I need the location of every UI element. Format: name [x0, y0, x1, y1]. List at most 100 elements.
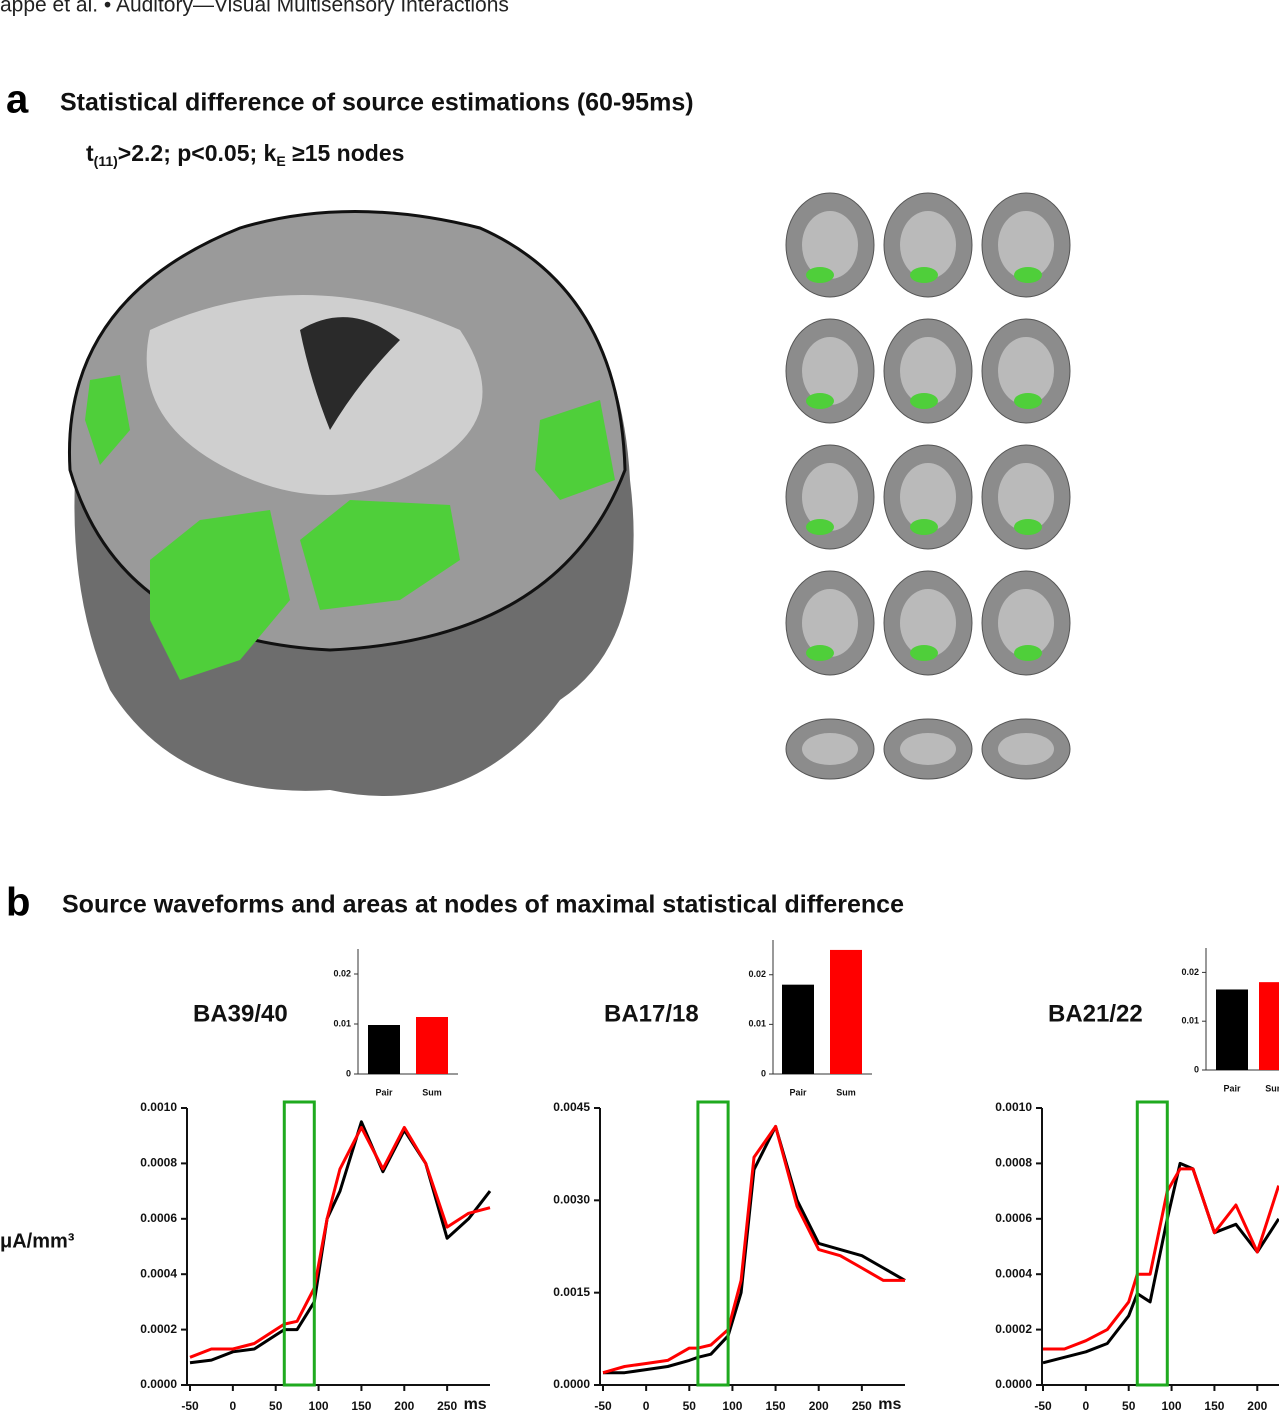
x-tick-label: 200 [1247, 1399, 1267, 1413]
x-tick-label: 250 [437, 1399, 457, 1413]
x-tick-label: 250 [852, 1399, 872, 1413]
x-tick-label: Sum [836, 1087, 856, 1097]
y-tick-label: 0 [761, 1068, 766, 1078]
y-tick-label: 0.0006 [140, 1211, 177, 1225]
bar [1216, 989, 1248, 1070]
waveform [1042, 1161, 1279, 1365]
activation [1014, 393, 1042, 409]
analysis-window [1135, 1100, 1169, 1387]
activation [806, 267, 834, 283]
y-tick-label: 0.0030 [553, 1193, 590, 1207]
y-tick-label: 0.0008 [995, 1156, 1032, 1170]
x-tick-label: 50 [1122, 1399, 1136, 1413]
y-tick-label: 0.0045 [553, 1100, 590, 1114]
brain-slice-inner [900, 733, 956, 765]
activation [1014, 267, 1042, 283]
panel-letter: a [6, 78, 29, 122]
x-tick-label: 0 [1083, 1399, 1090, 1413]
y-tick-label: 0 [346, 1068, 351, 1078]
y-tick-label: 0 [1194, 1064, 1199, 1074]
brain-render [67, 210, 634, 796]
analysis-window [282, 1100, 316, 1387]
brain-slice-inner [802, 211, 858, 279]
waveform [603, 1125, 906, 1375]
y-tick-label: 0.0010 [140, 1100, 177, 1114]
activation [1014, 519, 1042, 535]
y-tick-label: 0.0010 [995, 1100, 1032, 1114]
subtitle-part: t [86, 140, 94, 166]
x-tick-label: 200 [809, 1399, 829, 1413]
y-tick-label: 0.01 [333, 1018, 351, 1028]
y-tick-label: 0.0004 [995, 1266, 1032, 1280]
x-tick-label: 100 [722, 1399, 742, 1413]
x-tick-label: -50 [1034, 1399, 1052, 1413]
x-tick-label: 0 [643, 1399, 650, 1413]
activation [806, 519, 834, 535]
y-tick-label: 0.01 [1181, 1016, 1199, 1026]
activation [1014, 645, 1042, 661]
y-tick-label: 0.02 [748, 969, 766, 979]
y-tick-label: 0.0006 [995, 1211, 1032, 1225]
brain-slice-inner [900, 463, 956, 531]
waveform [189, 1125, 491, 1359]
panel-letter: b [6, 881, 30, 925]
activation [910, 393, 938, 409]
bar [782, 984, 814, 1074]
y-tick-label: 0.0004 [140, 1266, 177, 1280]
panel-subtitle: t(11)>2.2; p<0.05; kE ≥15 nodes [86, 140, 404, 169]
chart-title: BA17/18 [604, 1000, 699, 1027]
subtitle-sub: (11) [94, 153, 118, 169]
brain-slice-inner [802, 589, 858, 657]
brain-slice-inner [998, 589, 1054, 657]
x-tick-label: Pair [375, 1087, 393, 1097]
subtitle-sub: E [276, 153, 285, 169]
x-tick-label: 200 [394, 1399, 414, 1413]
y-tick-label: 0.01 [748, 1019, 766, 1029]
brain-slice-inner [802, 733, 858, 765]
x-tick-label: 0 [230, 1399, 237, 1413]
x-tick-label: 50 [683, 1399, 697, 1413]
subtitle-part: ≥15 nodes [286, 140, 405, 166]
y-tick-label: 0.0000 [553, 1377, 590, 1391]
activation [910, 645, 938, 661]
waveform [1043, 1167, 1279, 1351]
x-tick-label: 150 [351, 1399, 371, 1413]
brain-slice-inner [802, 337, 858, 405]
activation [910, 519, 938, 535]
x-tick-label: 100 [1162, 1399, 1182, 1413]
chart-title: BA39/40 [193, 1000, 288, 1027]
waveform [602, 1125, 905, 1375]
brain-slice-inner [900, 589, 956, 657]
activation [910, 267, 938, 283]
analysis-window [696, 1100, 730, 1387]
y-tick-label: 0.0000 [140, 1377, 177, 1391]
running-header: appe et al. • Auditory—Visual Multisenso… [0, 0, 509, 17]
brain-slice-inner [900, 337, 956, 405]
x-tick-label: -50 [594, 1399, 612, 1413]
x-tick-label: Sum [1265, 1083, 1279, 1093]
bar [830, 949, 862, 1074]
y-tick-label: 0.0000 [995, 1377, 1032, 1391]
x-tick-label: 50 [269, 1399, 283, 1413]
y-tick-label: 0.02 [1181, 967, 1199, 977]
x-tick-label: Pair [789, 1087, 807, 1097]
y-tick-label: 0.0002 [140, 1322, 177, 1336]
brain-slice-inner [900, 211, 956, 279]
slice-montage [785, 192, 1071, 780]
x-axis-unit: ms [464, 1396, 487, 1413]
waveform [189, 1120, 492, 1365]
activation [806, 393, 834, 409]
y-axis-label: μA/mm³ [0, 1230, 75, 1252]
brain-slice-inner [802, 463, 858, 531]
x-tick-label: 150 [1204, 1399, 1224, 1413]
bar [368, 1025, 400, 1074]
x-tick-label: 150 [766, 1399, 786, 1413]
activation [806, 645, 834, 661]
brain-slice-inner [998, 733, 1054, 765]
x-tick-label: -50 [181, 1399, 199, 1413]
x-tick-label: Sum [422, 1087, 442, 1097]
x-axis-unit: ms [878, 1396, 901, 1413]
x-tick-label: 100 [309, 1399, 329, 1413]
y-tick-label: 0.0002 [995, 1322, 1032, 1336]
